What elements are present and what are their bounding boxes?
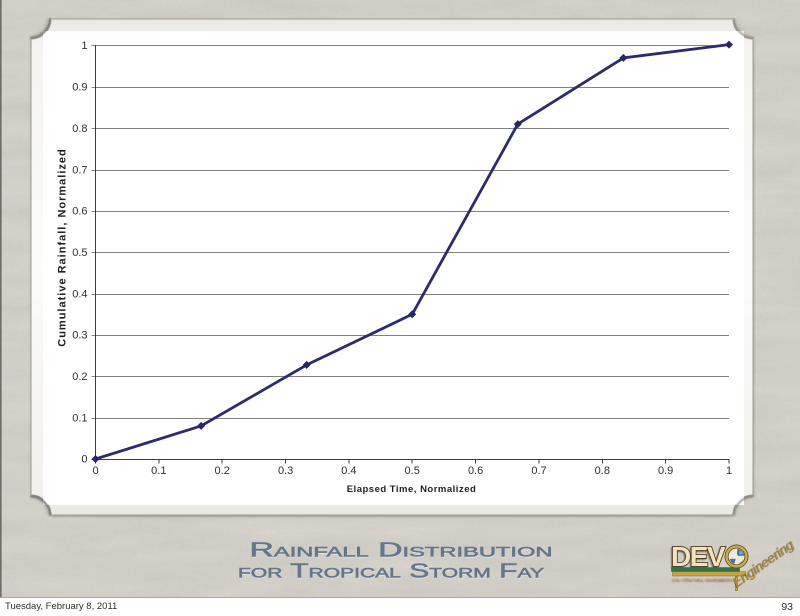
svg-text:CIVIL • STRUCTURAL • ENVIRONME: CIVIL • STRUCTURAL • ENVIRONMENTAL [672,578,733,584]
svg-text:0.2: 0.2 [72,371,87,383]
svg-text:0.7: 0.7 [72,164,87,176]
svg-text:1: 1 [81,40,87,52]
svg-text:93: 93 [781,601,793,613]
svg-text:Elapsed Time, Normalized: Elapsed Time, Normalized [347,484,477,495]
svg-text:0.6: 0.6 [468,465,483,477]
svg-text:0.7: 0.7 [531,465,546,477]
svg-text:0: 0 [81,454,87,466]
svg-text:0.4: 0.4 [341,465,356,477]
svg-text:for Tropical Storm Fay: for Tropical Storm Fay [239,562,546,584]
svg-text:0.5: 0.5 [72,247,87,259]
svg-text:0.5: 0.5 [405,465,420,477]
svg-text:0.2: 0.2 [215,465,230,477]
svg-text:0.9: 0.9 [72,82,87,94]
svg-text:Tuesday, February 8, 2011: Tuesday, February 8, 2011 [5,601,117,612]
svg-text:Rainfall Distribution: Rainfall Distribution [250,540,553,562]
svg-text:0.8: 0.8 [72,123,87,135]
svg-text:0: 0 [92,465,98,477]
svg-text:0.3: 0.3 [72,330,87,342]
svg-text:0.9: 0.9 [658,465,673,477]
svg-text:0.1: 0.1 [151,465,166,477]
svg-text:0.1: 0.1 [72,412,87,424]
svg-text:1: 1 [726,465,732,477]
svg-text:0.4: 0.4 [72,288,87,300]
svg-text:0.3: 0.3 [278,465,293,477]
svg-text:Cumulative Rainfall, Normalize: Cumulative Rainfall, Normalized [57,148,69,346]
svg-text:0.6: 0.6 [72,206,87,218]
svg-text:0.8: 0.8 [595,465,610,477]
svg-text:for Tropical Storm Fay: for Tropical Storm Fay [238,561,545,583]
svg-text:DEV: DEV [671,541,726,572]
svg-text:Rainfall Distribution: Rainfall Distribution [250,541,553,563]
